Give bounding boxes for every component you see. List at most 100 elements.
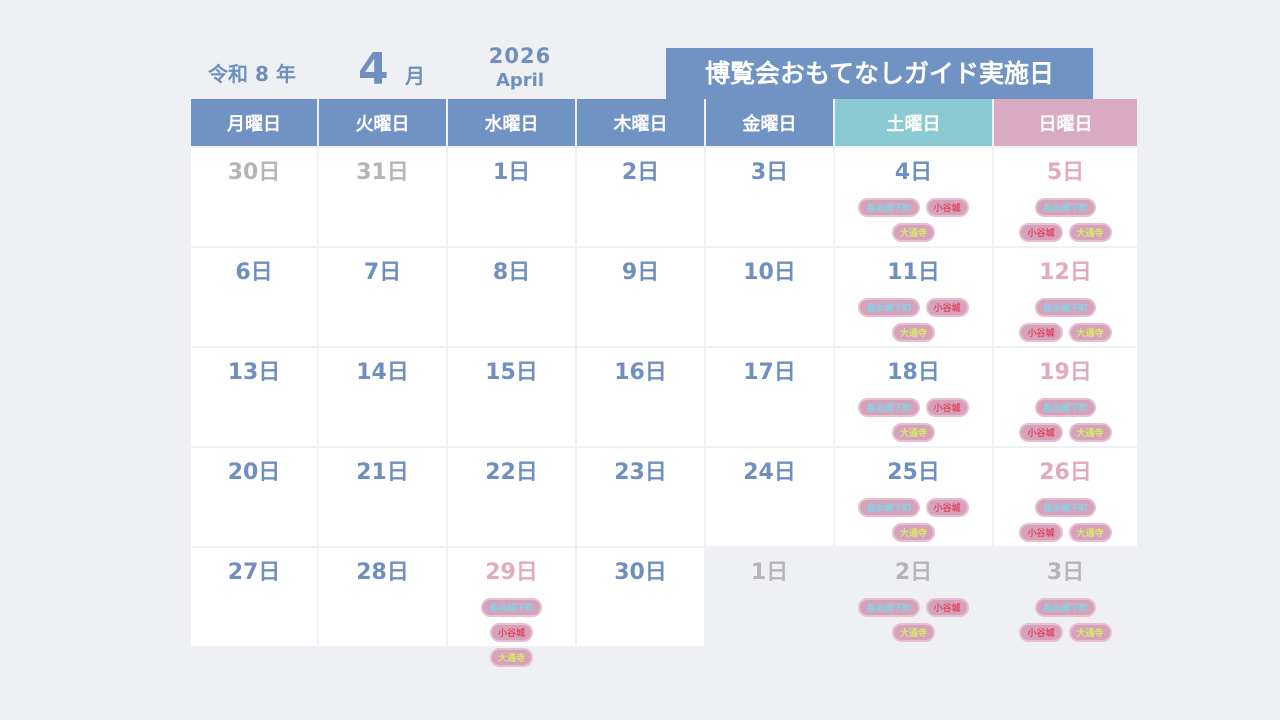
guide-tag: 長浜城下町 — [480, 598, 542, 617]
day-number: 6日 — [235, 260, 273, 285]
day-number: 4日 — [894, 160, 933, 185]
weekday-header: 木曜日 — [577, 99, 704, 146]
day-number: 31日 — [356, 160, 409, 185]
guide-tag: 長浜城下町 — [858, 198, 920, 217]
title: 博覧会おもてなしガイド実施日 — [666, 48, 1093, 99]
day-number: 14日 — [356, 360, 409, 385]
day-number: 25日 — [887, 460, 940, 485]
guide-tag: 大通寺 — [891, 423, 935, 442]
day-number: 13日 — [227, 360, 281, 385]
weekday-header: 土曜日 — [835, 99, 992, 146]
day-number: 5日 — [1046, 160, 1085, 185]
day-number: 7日 — [363, 260, 402, 285]
day-number: 22日 — [485, 460, 538, 485]
day-cell: 18日長浜城下町 小谷城大通寺 — [835, 348, 992, 446]
day-cell: 2日 — [577, 148, 704, 246]
day-cell: 31日 — [319, 148, 446, 246]
day-cell: 19日 長浜城下町 小谷城 大通寺 — [994, 348, 1137, 446]
weekday-header: 火曜日 — [319, 99, 446, 146]
guide-tag: 小谷城 — [1019, 223, 1063, 242]
weekday-header: 金曜日 — [706, 99, 833, 146]
tag-list: 長浜城下町 小谷城 大通寺 — [994, 398, 1137, 442]
day-cell: 30日 — [577, 548, 704, 646]
day-cell: 21日 — [319, 448, 446, 546]
tag-list: 長浜城下町 小谷城 大通寺 — [835, 598, 992, 642]
day-cell: 12日 長浜城下町 小谷城 大通寺 — [994, 248, 1137, 346]
day-cell: 10日 — [706, 248, 833, 346]
day-cell: 9日 — [577, 248, 704, 346]
day-number: 27日 — [227, 560, 281, 585]
day-number: 3日 — [1046, 560, 1085, 585]
guide-tag: 小谷城 — [925, 498, 969, 517]
day-number: 18日 — [887, 360, 940, 385]
guide-tag: 長浜城下町 — [1034, 298, 1096, 317]
day-number: 26日 — [1039, 460, 1092, 485]
year: 2026 — [488, 44, 552, 68]
day-cell: 26日 長浜城下町 小谷城 大通寺 — [994, 448, 1137, 546]
day-number: 30日 — [227, 160, 281, 185]
day-number: 1日 — [492, 160, 531, 185]
tag-list: 長浜城下町 小谷城 大通寺 — [994, 198, 1137, 242]
day-cell: 17日 — [706, 348, 833, 446]
era: 令和 8 年 — [208, 62, 296, 86]
day-number: 11日 — [887, 260, 940, 285]
day-cell: 2日長浜城下町 小谷城 大通寺 — [835, 548, 992, 646]
tag-list: 長浜城下町 小谷城大通寺 — [835, 198, 992, 242]
guide-tag: 小谷城 — [1019, 323, 1063, 342]
guide-tag: 小谷城 — [925, 398, 969, 417]
day-number: 23日 — [614, 460, 667, 485]
day-cell: 29日 長浜城下町 小谷城 大通寺 — [448, 548, 575, 667]
day-number: 2日 — [894, 560, 933, 585]
day-number: 30日 — [614, 560, 667, 585]
weekday-header: 水曜日 — [448, 99, 575, 146]
day-number: 20日 — [227, 460, 281, 485]
guide-tag: 大通寺 — [891, 223, 935, 242]
day-cell: 16日 — [577, 348, 704, 446]
guide-tag: 大通寺 — [1068, 523, 1112, 542]
guide-tag: 大通寺 — [1068, 323, 1112, 342]
guide-tag: 大通寺 — [489, 648, 533, 667]
calendar-grid: 月曜日 火曜日 水曜日 木曜日 金曜日 土曜日 日曜日 30日 31日 1日 2日 3日 4日 長浜城下町… — [191, 99, 1137, 667]
day-number: 21日 — [356, 460, 409, 485]
day-cell: 6日 — [191, 248, 317, 346]
day-number: 8日 — [492, 260, 531, 285]
day-cell: 27日 — [191, 548, 317, 646]
day-number: 19日 — [1039, 360, 1092, 385]
guide-tag: 小谷城 — [925, 198, 969, 217]
day-cell: 20日 — [191, 448, 317, 546]
guide-tag: 大通寺 — [891, 323, 935, 342]
day-cell: 30日 — [191, 148, 317, 246]
guide-tag: 小谷城 — [925, 598, 969, 617]
day-cell: 8日 — [448, 248, 575, 346]
day-number: 2日 — [621, 160, 660, 185]
day-cell: 25日 長浜城下町 小谷城 大通寺 — [835, 448, 992, 546]
day-number: 28日 — [356, 560, 409, 585]
guide-tag: 長浜城下町 — [858, 398, 920, 417]
day-cell: 1日 — [448, 148, 575, 246]
guide-tag: 小谷城 — [1019, 623, 1063, 642]
guide-tag: 小谷城 — [1019, 523, 1063, 542]
guide-tag: 大通寺 — [1068, 623, 1112, 642]
day-number: 3日 — [750, 160, 789, 185]
guide-tag: 大通寺 — [1068, 223, 1112, 242]
guide-tag: 小谷城 — [925, 298, 969, 317]
guide-tag: 小谷城 — [489, 623, 533, 642]
day-number: 15日 — [485, 360, 538, 385]
month: 4 — [358, 44, 389, 95]
day-cell: 28日 — [319, 548, 446, 646]
day-number: 1日 — [750, 560, 789, 585]
day-number: 10日 — [743, 260, 796, 285]
tag-list: 長浜城下町小谷城大通寺 — [448, 598, 575, 667]
guide-tag: 長浜城下町 — [1034, 398, 1096, 417]
day-number: 16日 — [614, 360, 667, 385]
day-cell: 23日 — [577, 448, 704, 546]
day-cell: 15日 — [448, 348, 575, 446]
day-cell: 3日 — [706, 148, 833, 246]
day-cell: 7日 — [319, 248, 446, 346]
guide-tag: 小谷城 — [1019, 423, 1063, 442]
day-number: 24日 — [743, 460, 796, 485]
guide-tag: 大通寺 — [891, 523, 935, 542]
tag-list: 長浜城下町 小谷城 大通寺 — [994, 598, 1137, 642]
day-cell: 5日長浜城下町 小谷城 大通寺 — [994, 148, 1137, 246]
